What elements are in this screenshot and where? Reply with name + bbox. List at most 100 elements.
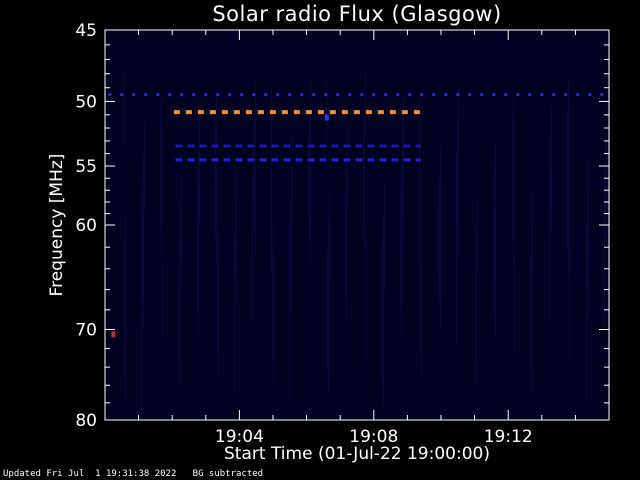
noise-striation	[587, 190, 588, 290]
y-tick-label: 50	[75, 92, 97, 112]
noise-striation	[180, 207, 181, 268]
y-tick-label: 55	[75, 157, 97, 177]
noise-striation	[363, 134, 364, 226]
noise-striation	[215, 122, 216, 238]
noise-striation	[144, 123, 145, 212]
noise-striation	[179, 238, 180, 382]
noise-striation	[420, 267, 421, 348]
noise-striation	[514, 253, 515, 352]
noise-striation	[366, 241, 367, 364]
y-tick-label: 80	[75, 411, 97, 431]
noise-striation	[586, 221, 587, 404]
noise-striation	[218, 229, 219, 376]
signal-spot-0	[324, 114, 329, 121]
noise-striation	[477, 200, 478, 270]
noise-striation	[550, 137, 551, 208]
noise-striation	[532, 195, 533, 280]
noise-striation	[216, 91, 217, 264]
noise-striation	[568, 79, 569, 276]
noise-striation	[143, 154, 144, 326]
noise-striation	[308, 139, 309, 216]
noise-striation	[236, 171, 237, 304]
footer-status: Updated Fri Jul 1 19:31:38 2022 BG subtr…	[3, 469, 263, 479]
noise-striation	[346, 161, 347, 324]
noise-striation	[403, 94, 404, 246]
noise-striation	[458, 89, 459, 256]
noise-striation	[513, 84, 514, 266]
noise-striation	[569, 248, 570, 362]
noise-striation	[493, 204, 494, 286]
noise-striation	[253, 144, 254, 206]
x-tick-label: 19:04	[215, 427, 264, 447]
noise-striation	[310, 77, 311, 268]
noise-striation	[549, 168, 550, 322]
noise-striation	[345, 192, 346, 298]
noise-striation	[217, 260, 218, 350]
noise-striation	[272, 255, 273, 360]
noise-striation	[567, 110, 568, 250]
noise-striation	[160, 127, 161, 228]
noise-striation	[383, 214, 384, 406]
noise-striation	[605, 132, 606, 218]
noise-striation	[199, 118, 200, 222]
noise-striation	[107, 70, 108, 130]
noise-striation	[329, 188, 330, 282]
noise-striation	[161, 96, 162, 254]
noise-striation	[292, 135, 293, 200]
noise-striation	[475, 262, 476, 358]
noise-striation	[512, 115, 513, 240]
y-tick-label: 70	[75, 320, 97, 340]
noise-striation	[198, 149, 199, 336]
noise-striation	[327, 250, 328, 370]
x-tick-label: 19:12	[484, 427, 533, 447]
noise-striation	[606, 101, 607, 244]
noise-striation	[141, 216, 142, 414]
noise-striation	[440, 147, 441, 328]
plot-background	[105, 30, 609, 420]
noise-striation	[123, 74, 124, 146]
noise-striation	[531, 226, 532, 394]
noise-striation	[234, 233, 235, 392]
bg-subtracted-note: BG subtracted	[192, 469, 264, 479]
noise-striation	[382, 245, 383, 380]
noise-striation	[326, 81, 327, 144]
noise-striation	[457, 120, 458, 230]
noise-striation	[290, 197, 291, 288]
noise-striation	[419, 98, 420, 262]
chart-title: Solar radio Flux (Glasgow)	[212, 2, 502, 26]
noise-striation	[402, 125, 403, 220]
noise-striation	[530, 257, 531, 368]
noise-striation	[254, 113, 255, 232]
noise-striation	[197, 180, 198, 310]
noise-striation	[439, 178, 440, 302]
noise-striation	[309, 108, 310, 242]
noise-striation	[400, 187, 401, 308]
noise-striation	[273, 224, 274, 386]
noise-striation	[347, 130, 348, 210]
noise-striation	[588, 159, 589, 316]
noise-striation	[494, 173, 495, 312]
signal-spot-1	[111, 331, 116, 338]
noise-striation	[235, 202, 236, 278]
noise-striation	[255, 82, 256, 258]
noise-striation	[551, 106, 552, 234]
noise-striation	[125, 212, 126, 398]
noise-striation	[124, 243, 125, 372]
noise-striation	[252, 175, 253, 320]
noise-striation	[181, 176, 182, 294]
x-axis-label: Start Time (01-Jul-22 19:00:00)	[224, 444, 490, 464]
noise-striation	[456, 151, 457, 344]
noise-striation	[289, 228, 290, 402]
noise-striation	[421, 236, 422, 374]
x-tick-label: 19:08	[349, 427, 398, 447]
noise-striation	[438, 209, 439, 276]
noise-striation	[142, 185, 143, 300]
y-tick-label: 60	[75, 216, 97, 236]
noise-striation	[162, 265, 163, 340]
updated-timestamp: Updated Fri Jul 1 19:31:38 2022	[3, 469, 177, 479]
noise-striation	[365, 72, 366, 138]
noise-striation	[271, 86, 272, 274]
noise-striation	[495, 142, 496, 338]
